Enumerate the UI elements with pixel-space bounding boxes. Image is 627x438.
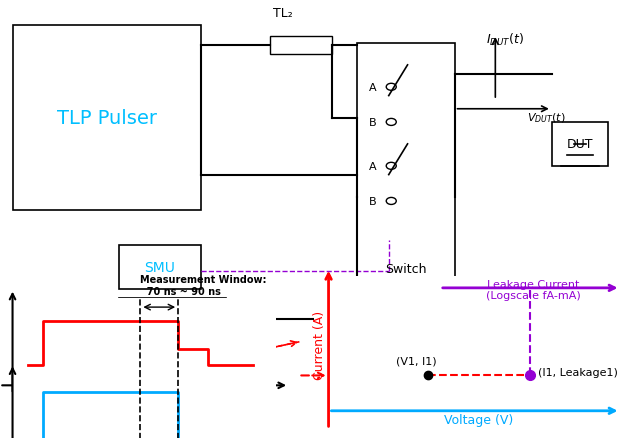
Text: Leakage Current
(Logscale fA-mA): Leakage Current (Logscale fA-mA)	[486, 279, 581, 300]
Text: TL₂: TL₂	[273, 7, 292, 20]
Text: Switch
Module: Switch Module	[384, 262, 429, 290]
Text: SMU: SMU	[144, 260, 176, 274]
Text: $I_{DUT}(t)$: $I_{DUT}(t)$	[486, 32, 524, 47]
FancyBboxPatch shape	[270, 37, 332, 55]
FancyBboxPatch shape	[552, 123, 608, 166]
Text: A: A	[369, 162, 377, 171]
Text: Oscilloscope: Oscilloscope	[134, 313, 211, 326]
Text: Measurement Window:
  70 ns ~ 90 ns: Measurement Window: 70 ns ~ 90 ns	[140, 275, 267, 296]
Text: $V_{DUT}(t)$: $V_{DUT}(t)$	[527, 112, 565, 125]
Text: (I1, Leakage1): (I1, Leakage1)	[539, 367, 618, 378]
Text: B: B	[369, 118, 377, 127]
Text: B: B	[369, 197, 377, 206]
FancyBboxPatch shape	[13, 26, 201, 210]
Text: (V1, I1): (V1, I1)	[396, 355, 436, 365]
Text: TLP Pulser: TLP Pulser	[56, 109, 157, 128]
Text: A: A	[369, 83, 377, 92]
FancyBboxPatch shape	[119, 245, 201, 289]
FancyBboxPatch shape	[119, 298, 226, 342]
Text: Voltage (V): Voltage (V)	[445, 413, 514, 426]
Text: Current (A): Current (A)	[313, 311, 326, 379]
FancyBboxPatch shape	[357, 44, 455, 307]
X-axis label: Time (ns): Time (ns)	[115, 407, 174, 420]
Text: DUT: DUT	[567, 138, 593, 151]
